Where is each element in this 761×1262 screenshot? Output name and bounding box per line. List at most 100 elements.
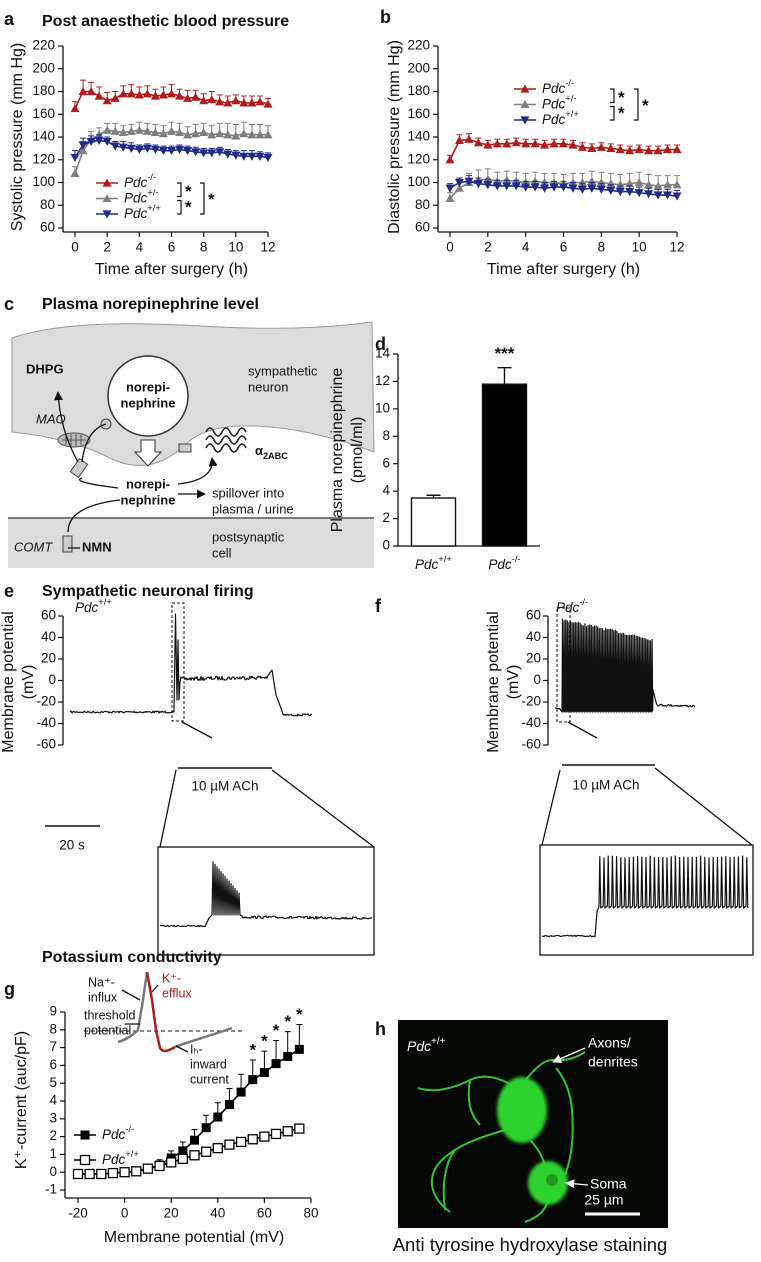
x-tick-label: 0 [71, 240, 79, 255]
marker [96, 1168, 107, 1180]
mitochondrion-cristae [62, 434, 86, 446]
legend-label: Pdc+/+ [124, 203, 161, 221]
marker [231, 131, 241, 140]
label: neuron [248, 379, 288, 394]
marker [634, 145, 644, 154]
marker [247, 1134, 258, 1145]
panel-label: d [375, 334, 386, 354]
marker [201, 1123, 211, 1133]
marker [199, 149, 209, 158]
arrow [67, 499, 121, 533]
genotype: Pdc+/+ [75, 597, 112, 615]
significance: * [618, 88, 625, 107]
y-tick-label: 20 [41, 651, 56, 666]
marker [294, 1123, 305, 1134]
y-tick-label: -1 [45, 1182, 57, 1197]
y-tick-label: 220 [407, 38, 430, 53]
marker [86, 137, 96, 147]
marker [175, 91, 185, 100]
marker [189, 1150, 200, 1161]
x-axis-label: Membrane potential (mV) [104, 1229, 285, 1246]
label: COMT [14, 539, 53, 554]
y-tick-label: 60 [415, 220, 430, 235]
marker [215, 97, 225, 106]
y-tick-label: 100 [407, 174, 430, 189]
neuron-shape [11, 321, 375, 467]
marker [102, 178, 112, 187]
transporter [178, 443, 192, 453]
marker [577, 142, 587, 151]
genotype: Pdc-/- [556, 597, 588, 615]
label: NMN [82, 539, 112, 554]
y-tick-label: 120 [407, 151, 430, 166]
marker [167, 147, 176, 156]
marker [473, 180, 483, 189]
panel-label: b [380, 7, 391, 27]
marker [549, 139, 559, 148]
panel-title: Sympathetic neuronal firing [42, 583, 254, 600]
marker [283, 1052, 293, 1061]
marker [454, 183, 464, 192]
label: plasma / urine [212, 501, 294, 516]
y-tick-label: 5 [49, 1075, 57, 1090]
y-tick-label: -60 [36, 737, 56, 752]
x-tick-label: 12 [669, 240, 684, 255]
x-tick-label: 0 [446, 240, 454, 255]
marker [158, 147, 168, 156]
significance: * [261, 1032, 268, 1051]
label: nephrine [121, 395, 176, 410]
y-tick-label: 140 [407, 129, 430, 144]
label: α2ABC [255, 443, 288, 461]
legend-label: Pdc+/+ [542, 109, 579, 127]
bar [410, 497, 457, 547]
marker [175, 127, 185, 137]
y-tick-label: 120 [32, 151, 55, 166]
arrow [79, 477, 119, 489]
x-tick-label: 6 [560, 240, 568, 255]
marker [530, 139, 540, 148]
marker [150, 91, 160, 100]
y-tick-label: 20 [526, 651, 541, 666]
error-bar [497, 367, 512, 385]
significance: * [618, 104, 625, 123]
significance: *** [495, 344, 515, 363]
marker [126, 89, 136, 98]
marker [294, 1044, 304, 1054]
x-tick-label: Pdc+/+ [415, 554, 452, 572]
significance: * [273, 1021, 280, 1040]
marker [540, 184, 550, 193]
marker [142, 1163, 154, 1174]
action-potential-inset: Na⁺- influx K⁺- efflux threshold potenti… [84, 971, 242, 1086]
marker [521, 139, 531, 148]
marker [559, 183, 568, 192]
vesicle [107, 355, 189, 437]
x-tick-label: 20 [164, 1206, 179, 1221]
marker [223, 150, 233, 159]
marker [231, 96, 241, 105]
y-tick-label: 160 [32, 106, 55, 121]
y-tick-label: 140 [32, 129, 55, 144]
inset-label: Na⁺- [88, 975, 115, 989]
label: postsynaptic [212, 529, 285, 544]
marker [549, 183, 559, 192]
marker [239, 98, 249, 107]
significance: * [249, 1041, 256, 1060]
marker [119, 1167, 130, 1178]
y-tick-label: 6 [49, 1057, 57, 1072]
bracket [177, 182, 205, 215]
y-tick-label: 3 [49, 1110, 57, 1125]
zoom-line [159, 721, 375, 848]
inset-label: inward [190, 1057, 227, 1071]
y-tick-label: 180 [32, 83, 55, 98]
y-tick-label: 0 [49, 1164, 57, 1179]
recording [554, 618, 696, 713]
label: norepi- [126, 379, 170, 394]
marker [167, 126, 176, 135]
marker [259, 1068, 269, 1078]
marker [663, 180, 673, 189]
arrow [81, 423, 107, 463]
transporter [62, 535, 73, 553]
bar [481, 383, 528, 547]
